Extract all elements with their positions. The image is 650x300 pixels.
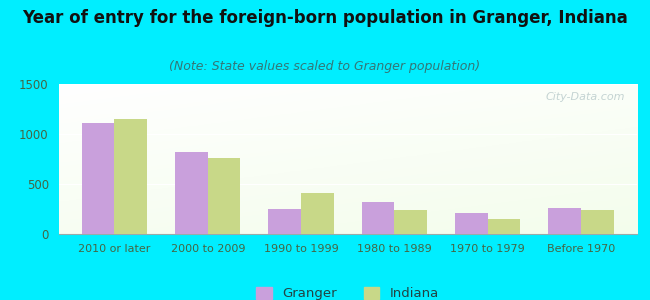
Bar bbox=[549, 208, 581, 234]
Bar bbox=[114, 118, 147, 234]
Bar bbox=[208, 158, 240, 234]
Bar bbox=[581, 209, 614, 234]
Text: Year of entry for the foreign-born population in Granger, Indiana: Year of entry for the foreign-born popul… bbox=[22, 9, 628, 27]
Bar bbox=[175, 152, 208, 234]
Bar bbox=[301, 193, 333, 234]
Text: (Note: State values scaled to Granger population): (Note: State values scaled to Granger po… bbox=[170, 60, 480, 73]
Legend: Granger, Indiana: Granger, Indiana bbox=[251, 281, 445, 300]
Bar bbox=[268, 209, 301, 234]
Bar bbox=[362, 202, 395, 234]
Bar bbox=[488, 218, 521, 234]
Bar bbox=[395, 209, 427, 234]
Bar bbox=[455, 212, 488, 234]
Bar bbox=[82, 123, 114, 234]
Text: City-Data.com: City-Data.com bbox=[546, 92, 625, 101]
